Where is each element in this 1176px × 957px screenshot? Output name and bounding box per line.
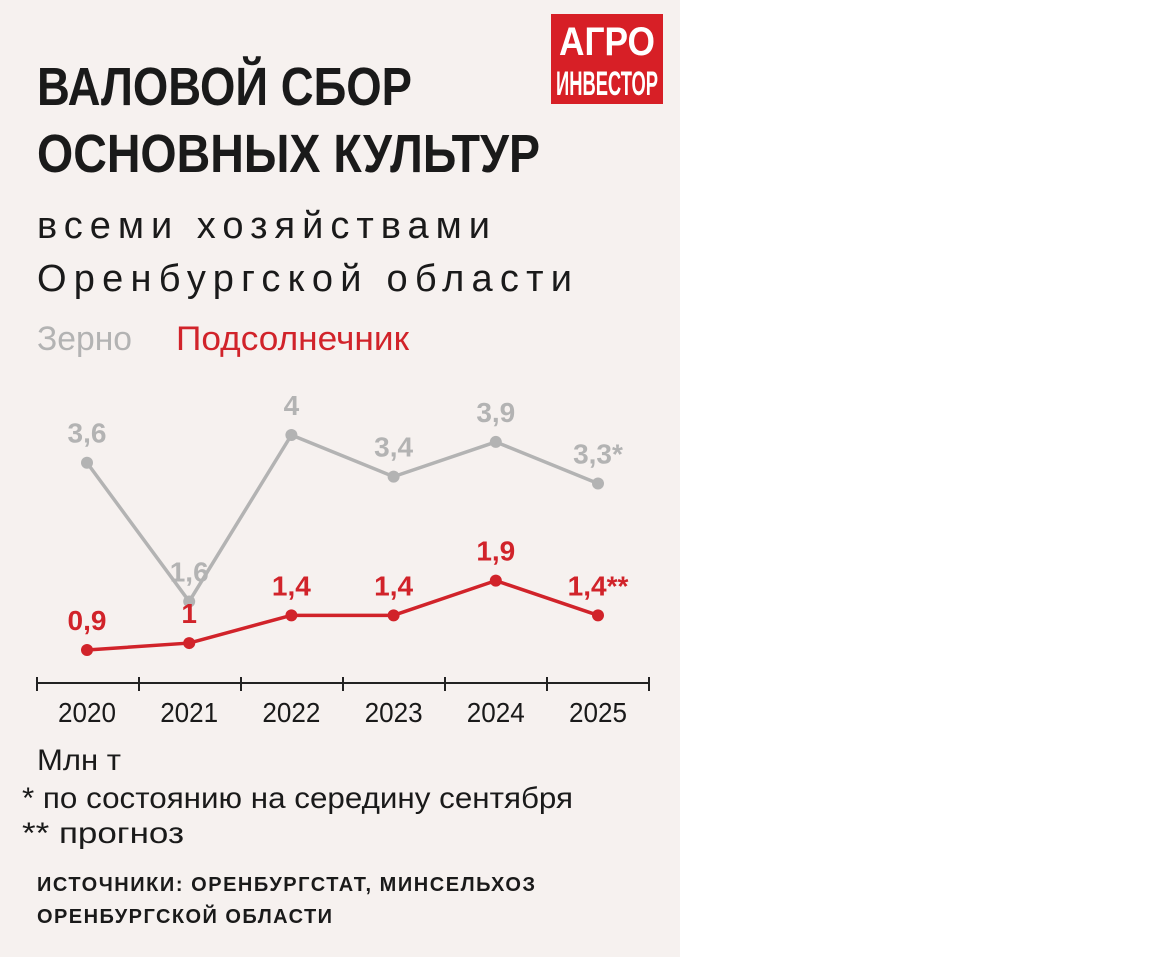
- data-label: 1,4: [374, 570, 413, 601]
- logo-box: [551, 14, 663, 104]
- logo-text: АГРО: [559, 20, 655, 64]
- data-label: 1,4: [272, 570, 311, 601]
- panel-background: [0, 0, 680, 957]
- data-point: [592, 477, 604, 490]
- data-point: [81, 456, 93, 469]
- x-tick-label: 2020: [58, 697, 116, 728]
- chart-subtitle: Оренбургской области: [37, 258, 572, 300]
- x-tick-label: 2025: [569, 697, 627, 728]
- data-point: [387, 609, 400, 622]
- data-label: 0,9: [68, 605, 107, 636]
- data-label: 1,4**: [568, 570, 629, 601]
- x-tick-label: 2021: [160, 697, 218, 728]
- series-line: [85, 433, 599, 604]
- footnote: * по состоянию на середину сентября: [22, 782, 573, 815]
- data-label: 3,3*: [573, 439, 623, 470]
- x-tick-label: 2024: [467, 697, 525, 728]
- source: ИСТОЧНИКИ: ОРЕНБУРГСТАТ, МИНСЕЛЬХОЗ: [37, 874, 535, 896]
- legend-entry: Подсолнечник: [176, 320, 410, 358]
- x-tick-label: 2023: [365, 697, 423, 728]
- data-label: 3,4: [374, 432, 413, 463]
- data-point: [285, 609, 298, 622]
- legend-entry: Зерно: [37, 320, 132, 358]
- chart-title: ОСНОВНЫХ КУЛЬТУР: [37, 124, 540, 184]
- data-point: [183, 595, 196, 608]
- data-point: [489, 574, 502, 587]
- data-label: 1: [181, 598, 197, 629]
- data-point: [285, 429, 298, 441]
- data-point: [592, 609, 604, 622]
- chart-title: ВАЛОВОЙ СБОР: [37, 56, 412, 117]
- data-label: 4: [284, 390, 300, 421]
- x-tick-label: 2022: [262, 697, 320, 728]
- series-line: [86, 578, 599, 652]
- logo-text: ИНВЕСТОР: [556, 65, 658, 103]
- data-label: 1,6: [170, 556, 209, 587]
- footnote: ** прогноз: [22, 817, 184, 850]
- data-point: [387, 470, 400, 483]
- data-label: 1,9: [476, 536, 515, 567]
- data-label: 3,9: [476, 397, 515, 428]
- unit-label: Млн т: [37, 744, 121, 777]
- data-point: [489, 435, 502, 448]
- data-label: 3,6: [68, 418, 107, 449]
- chart-subtitle: всеми хозяйствами: [37, 205, 490, 247]
- data-point: [183, 637, 196, 650]
- data-point: [81, 644, 93, 656]
